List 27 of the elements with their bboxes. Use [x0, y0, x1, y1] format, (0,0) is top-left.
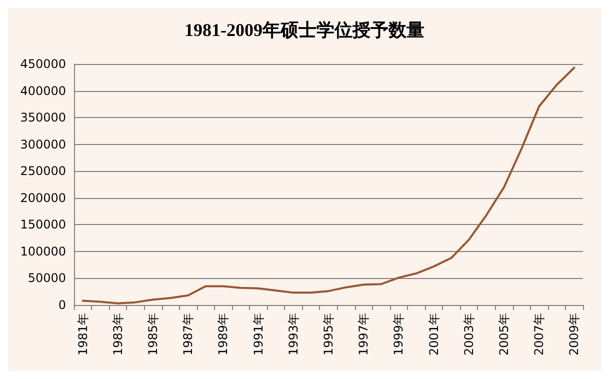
x-tick-label: 2009年 [567, 313, 582, 356]
x-tick-label: 1987年 [181, 313, 196, 356]
x-tick-label: 1993年 [286, 313, 300, 356]
y-tick-label: 100000 [20, 244, 66, 258]
x-tick-label: 1989年 [216, 313, 230, 356]
y-tick-label: 50000 [28, 271, 66, 286]
x-tick-label: 1999年 [392, 313, 406, 356]
y-tick-label: 450000 [20, 57, 66, 71]
x-tick-label: 2003年 [462, 313, 476, 356]
y-tick-label: 200000 [20, 190, 66, 205]
x-tick-label: 1991年 [251, 313, 266, 356]
y-tick-label: 350000 [20, 110, 66, 125]
x-tick-label: 1995年 [322, 313, 336, 356]
y-tick-label: 150000 [20, 218, 66, 232]
x-tick-label: 2005年 [497, 313, 512, 356]
x-tick-label: 2001年 [426, 313, 441, 356]
x-tick-label: 1997年 [356, 313, 371, 356]
x-tick-label: 1981年 [76, 313, 90, 356]
chart-title: 1981-2009年硕士学位授予数量 [184, 20, 424, 40]
y-tick-label: 0 [58, 298, 66, 312]
line-series [82, 66, 576, 304]
x-tick-label: 1985年 [146, 313, 160, 356]
y-tick-label: 300000 [20, 137, 66, 152]
x-tick-label: 2007年 [532, 313, 546, 356]
y-tick-label: 250000 [20, 164, 66, 178]
x-tick-label: 1983年 [110, 313, 125, 356]
y-tick-label: 400000 [20, 84, 66, 98]
